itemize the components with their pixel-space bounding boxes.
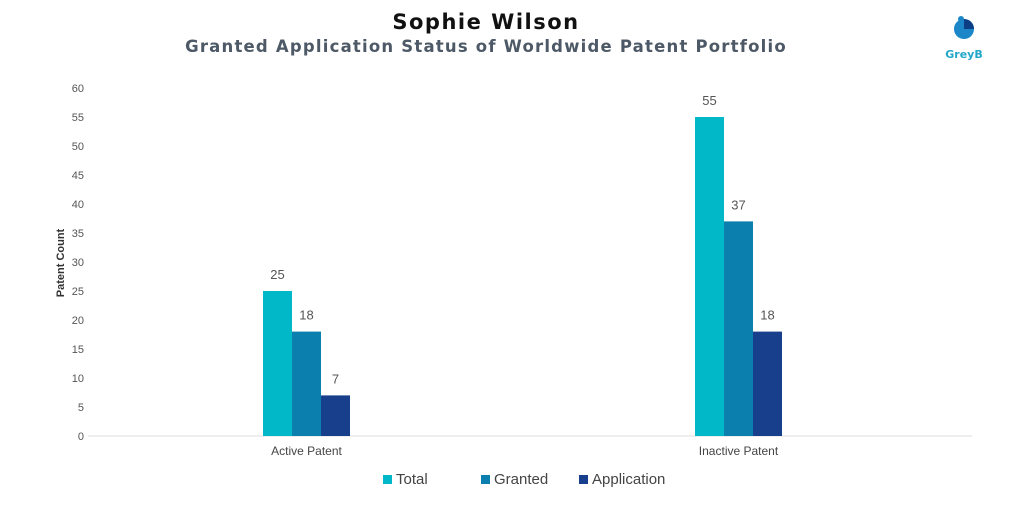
legend-label-application: Application: [592, 470, 666, 488]
chart-subtitle: Granted Application Status of Worldwide …: [185, 37, 787, 56]
data-label: 18: [299, 308, 313, 323]
data-label: 55: [702, 93, 716, 108]
legend: Total Granted Application: [0, 469, 1024, 489]
bar-application-1: [753, 331, 782, 436]
x-tick-label: Active Patent: [271, 444, 342, 458]
data-label: 25: [270, 267, 284, 282]
legend-label-total: Total: [396, 470, 428, 488]
y-tick-label: 15: [72, 344, 84, 356]
x-tick-labels: Active Patent Inactive Patent: [271, 444, 779, 458]
logo-text: GreyB: [945, 48, 983, 61]
y-axis: 0 5 10 15 20 25 30 35 40 45 50 55 60: [72, 83, 84, 443]
legend-swatch-total: [383, 474, 392, 484]
bar-granted-0: [292, 331, 321, 436]
y-tick-label: 50: [72, 141, 84, 153]
legend-item-application: Application: [579, 469, 665, 489]
y-tick-label: 60: [72, 83, 84, 95]
bar-total-0: [263, 291, 292, 436]
legend-item-total: Total: [383, 469, 428, 489]
y-tick-label: 20: [72, 315, 84, 327]
bars: 25 18 7 55 37 18: [263, 93, 782, 436]
bar-granted-1: [724, 221, 753, 436]
bar-total-1: [695, 117, 724, 436]
chart-title: Sophie Wilson: [392, 10, 580, 34]
legend-label-granted: Granted: [494, 470, 549, 488]
data-label: 37: [731, 197, 745, 212]
y-axis-label: Patent Count: [55, 228, 67, 297]
y-tick-label: 10: [72, 373, 84, 385]
greyb-logo-icon: [954, 16, 974, 39]
x-tick-label: Inactive Patent: [699, 444, 779, 458]
legend-item-granted: Granted: [481, 469, 548, 489]
y-tick-label: 0: [78, 431, 84, 443]
legend-swatch-application: [579, 474, 588, 484]
data-label: 18: [760, 308, 774, 323]
y-tick-label: 40: [72, 199, 84, 211]
bar-application-0: [321, 395, 350, 436]
data-label: 7: [332, 371, 339, 386]
y-tick-label: 35: [72, 228, 84, 240]
y-tick-label: 25: [72, 286, 84, 298]
y-tick-label: 45: [72, 170, 84, 182]
y-tick-label: 30: [72, 257, 84, 269]
y-tick-label: 5: [78, 402, 84, 414]
legend-swatch-granted: [481, 474, 490, 484]
y-tick-label: 55: [72, 112, 84, 124]
